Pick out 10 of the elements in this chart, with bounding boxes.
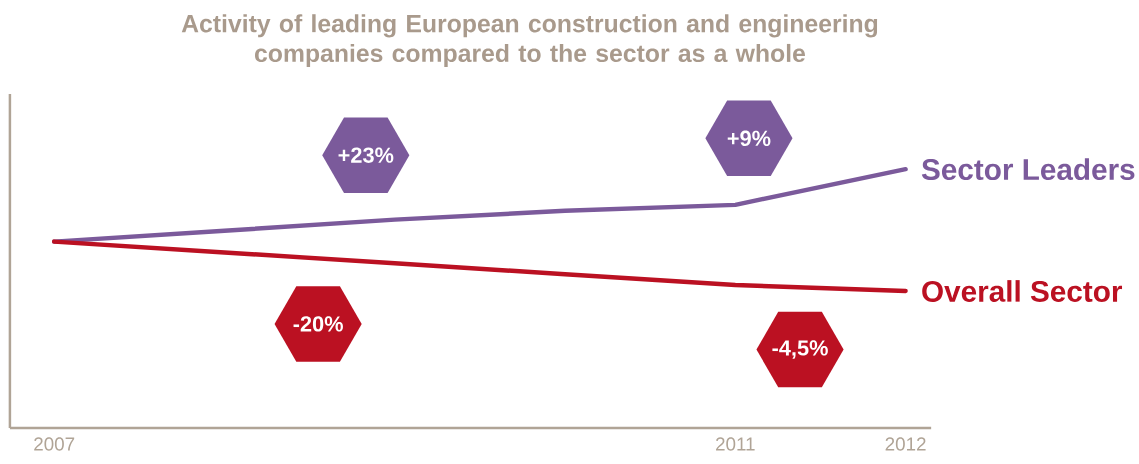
annotation: -20% xyxy=(293,316,343,332)
series-label: Overall Sector xyxy=(922,280,1123,303)
annotation: -4,5% xyxy=(772,340,828,359)
x-tick-label: 2007 xyxy=(34,437,75,451)
series-label: Sector Leaders xyxy=(921,158,1135,181)
text: +23% xyxy=(338,147,394,164)
x-tick-label: 2011 xyxy=(716,437,755,451)
x-tick-label: 2012 xyxy=(885,437,926,451)
text: +9% xyxy=(727,130,771,147)
chart-title: Activity of leading European construction and engineering companies compared to the sector as a whole xyxy=(181,14,878,68)
